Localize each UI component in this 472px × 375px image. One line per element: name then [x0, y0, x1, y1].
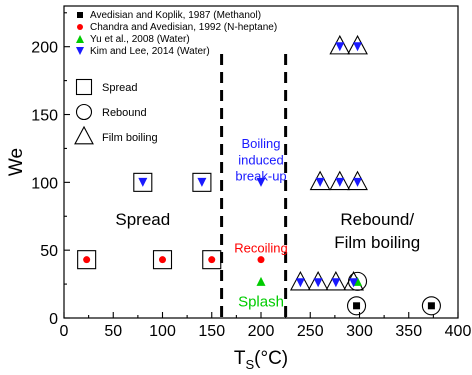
data-point — [315, 177, 325, 187]
y-tick-label: 200 — [31, 40, 58, 57]
shape-legend-label: Rebound — [102, 107, 147, 119]
data-point — [295, 278, 305, 288]
regime-outline-square — [77, 250, 97, 270]
x-tick-label: 100 — [149, 323, 176, 340]
annotation-label: break-up — [235, 169, 286, 184]
regime-outline-triangle — [307, 270, 329, 291]
x-tick-label: 50 — [104, 323, 122, 340]
x-tick-label: 200 — [248, 323, 275, 340]
data-point — [256, 276, 266, 286]
regime-outline-triangle — [329, 170, 351, 191]
legend-label: Kim and Lee, 2014 (Water) — [90, 46, 210, 57]
data-point — [159, 256, 166, 264]
y-tick-label: 0 — [49, 311, 58, 328]
shape-legend-marker — [75, 78, 93, 96]
data-point — [331, 278, 341, 288]
data-point — [313, 278, 323, 288]
data-point — [257, 256, 265, 264]
shape-legend-label: Film boiling — [102, 132, 158, 144]
legend-label: Chandra and Avedisian, 1992 (N-heptane) — [90, 22, 277, 33]
legend-marker — [77, 12, 83, 18]
annotation-label: induced — [238, 152, 284, 167]
x-tick-label: 350 — [395, 323, 422, 340]
regime-outline-triangle — [309, 170, 331, 191]
region-label: Rebound/ — [340, 210, 414, 229]
data-point — [353, 302, 361, 310]
regime-outline-square — [192, 172, 212, 192]
legend-marker — [76, 47, 84, 55]
y-tick-label: 100 — [31, 175, 58, 192]
x-tick-label: 300 — [346, 323, 373, 340]
regime-outline-circle — [346, 296, 367, 316]
legend-label: Yu et al., 2008 (Water) — [90, 34, 190, 45]
x-axis-label: TS(°C) — [234, 348, 288, 372]
shape-legend-marker — [75, 103, 93, 121]
y-tick-label: 150 — [31, 108, 58, 125]
data-point — [256, 177, 266, 187]
regime-shape-legend: Spread Rebound Film boiling — [74, 78, 158, 145]
shape-legend-label: Spread — [102, 82, 137, 94]
regime-outline-triangle — [347, 170, 368, 191]
x-tick-label: 0 — [60, 323, 69, 340]
x-tick-label: 400 — [445, 323, 472, 340]
legend-marker — [77, 24, 83, 30]
data-point — [83, 256, 91, 264]
regime-outline-triangle — [325, 270, 347, 291]
data-point — [208, 256, 216, 264]
data-point — [335, 42, 345, 52]
regime-outline-square — [152, 250, 173, 270]
regime-outline-square — [202, 250, 222, 270]
data-points — [83, 42, 435, 310]
region-label: Spread — [115, 210, 170, 229]
regime-outline-triangle — [329, 34, 351, 55]
legend: Avedisian and Koplik, 1987 (Methanol)Cha… — [76, 10, 277, 57]
data-point — [197, 177, 207, 187]
axes: 0 50 100 150 200 250 300 350 400 0 50 100 150 200 We TS… — [6, 5, 472, 372]
x-tick-label: 150 — [198, 323, 225, 340]
annotation-label: Recoiling — [234, 240, 287, 255]
annotation-label: Boiling — [241, 136, 280, 151]
regime-outline-triangle — [289, 270, 311, 291]
x-tick-label: 250 — [297, 323, 324, 340]
regime-outline-circle — [421, 296, 441, 316]
data-point — [353, 42, 363, 52]
region-label: Film boiling — [334, 233, 420, 252]
legend-marker — [76, 35, 84, 43]
data-point — [353, 177, 363, 187]
data-point — [349, 278, 359, 288]
y-axis-label: We — [6, 148, 27, 176]
data-point — [427, 302, 435, 310]
annotation-label: Splash — [238, 294, 284, 311]
data-point — [138, 177, 148, 187]
shape-legend-marker — [74, 125, 94, 145]
regime-outline-square — [133, 172, 153, 192]
data-point — [335, 177, 345, 187]
y-tick-label: 50 — [40, 243, 58, 260]
legend-label: Avedisian and Koplik, 1987 (Methanol) — [90, 10, 261, 21]
regime-boundaries — [220, 54, 288, 318]
regime-outline-triangle — [347, 34, 368, 55]
